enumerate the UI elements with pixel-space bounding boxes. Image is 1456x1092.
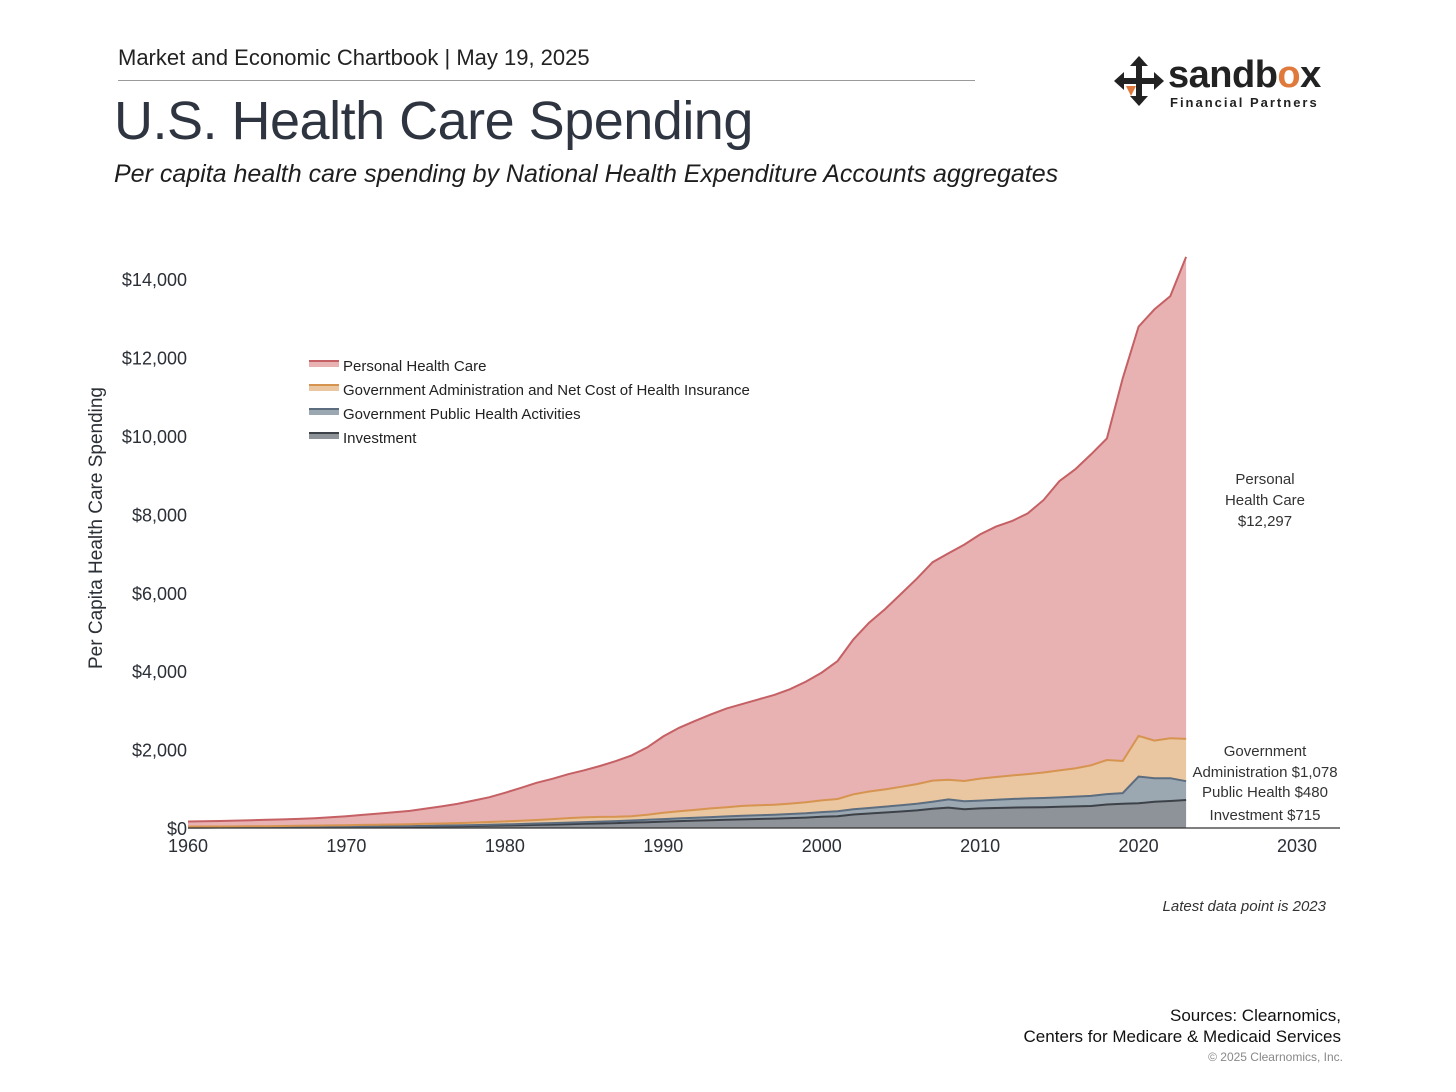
x-tick-label: 1960 [168, 836, 208, 856]
end-label: Public Health $480 [1202, 784, 1328, 801]
y-tick-label: $14,000 [122, 270, 187, 290]
header-divider [118, 80, 975, 81]
legend-swatch [309, 409, 339, 415]
x-tick-label: 2030 [1277, 836, 1317, 856]
area-personal-health-care [188, 256, 1187, 827]
y-tick-label: $4,000 [132, 662, 187, 682]
logo-word-accent: o [1277, 54, 1301, 96]
legend-label: Investment [343, 430, 417, 447]
legend-label: Government Administration and Net Cost o… [343, 382, 750, 399]
sandbox-logo: sandbox Financial Partners [1114, 54, 1334, 116]
end-label: Health Care [1225, 492, 1305, 509]
x-tick-label: 1980 [485, 836, 525, 856]
line-personal-health-care [187, 256, 1188, 823]
y-tick-label: $2,000 [132, 741, 187, 761]
logo-wordmark: sandbox [1168, 54, 1321, 97]
latest-data-note: Latest data point is 2023 [1163, 898, 1327, 915]
y-tick-label: $6,000 [132, 584, 187, 604]
y-axis-label: Per Capita Health Care Spending [86, 387, 107, 669]
line-government-administration-and-net-cost-of-health-insurance [187, 734, 1187, 828]
end-label: $12,297 [1238, 513, 1292, 530]
end-label: Personal [1235, 471, 1294, 488]
legend-swatch [309, 433, 339, 439]
logo-tagline: Financial Partners [1170, 95, 1319, 110]
end-label: Government [1224, 743, 1307, 760]
x-tick-label: 1970 [326, 836, 366, 856]
sources-line-2: Centers for Medicare & Medicaid Services [1023, 1027, 1341, 1046]
legend-label: Personal Health Care [343, 358, 486, 375]
chartbook-header: Market and Economic Chartbook | May 19, … [118, 45, 590, 70]
area-government-administration-and-net-cost-of-health-insurance [188, 735, 1187, 828]
logo-word-end: x [1300, 54, 1321, 96]
health-spending-chart: $0 $2,000 $4,000 $6,000 $8,000 $10,000 $12,000… [86, 256, 1340, 915]
four-arrows-move-icon [1114, 56, 1164, 106]
line-government-public-health-activities [188, 775, 1187, 829]
page-title: U.S. Health Care Spending [114, 91, 753, 151]
y-tick-label: $0 [167, 819, 187, 839]
end-label: Investment $715 [1210, 807, 1321, 824]
x-tick-label: 2010 [960, 836, 1000, 856]
area-investment [188, 800, 1187, 828]
page-subtitle: Per capita health care spending by Natio… [114, 160, 1059, 188]
y-tick-label: $12,000 [122, 349, 187, 369]
legend-label: Government Public Health Activities [343, 406, 581, 423]
x-tick-label: 1990 [643, 836, 683, 856]
x-tick-label: 2000 [802, 836, 842, 856]
area-government-public-health-activities [188, 776, 1187, 828]
copyright: © 2025 Clearnomics, Inc. [1208, 1050, 1343, 1064]
y-tick-label: $8,000 [132, 505, 187, 525]
logo-word-main: sandb [1168, 54, 1278, 96]
legend-swatch [309, 385, 339, 391]
sources-line-1: Sources: Clearnomics, [1169, 1006, 1341, 1025]
legend-swatch [309, 361, 339, 367]
y-tick-label: $10,000 [122, 427, 187, 447]
end-label: Administration $1,078 [1192, 764, 1337, 781]
x-tick-label: 2020 [1119, 836, 1159, 856]
